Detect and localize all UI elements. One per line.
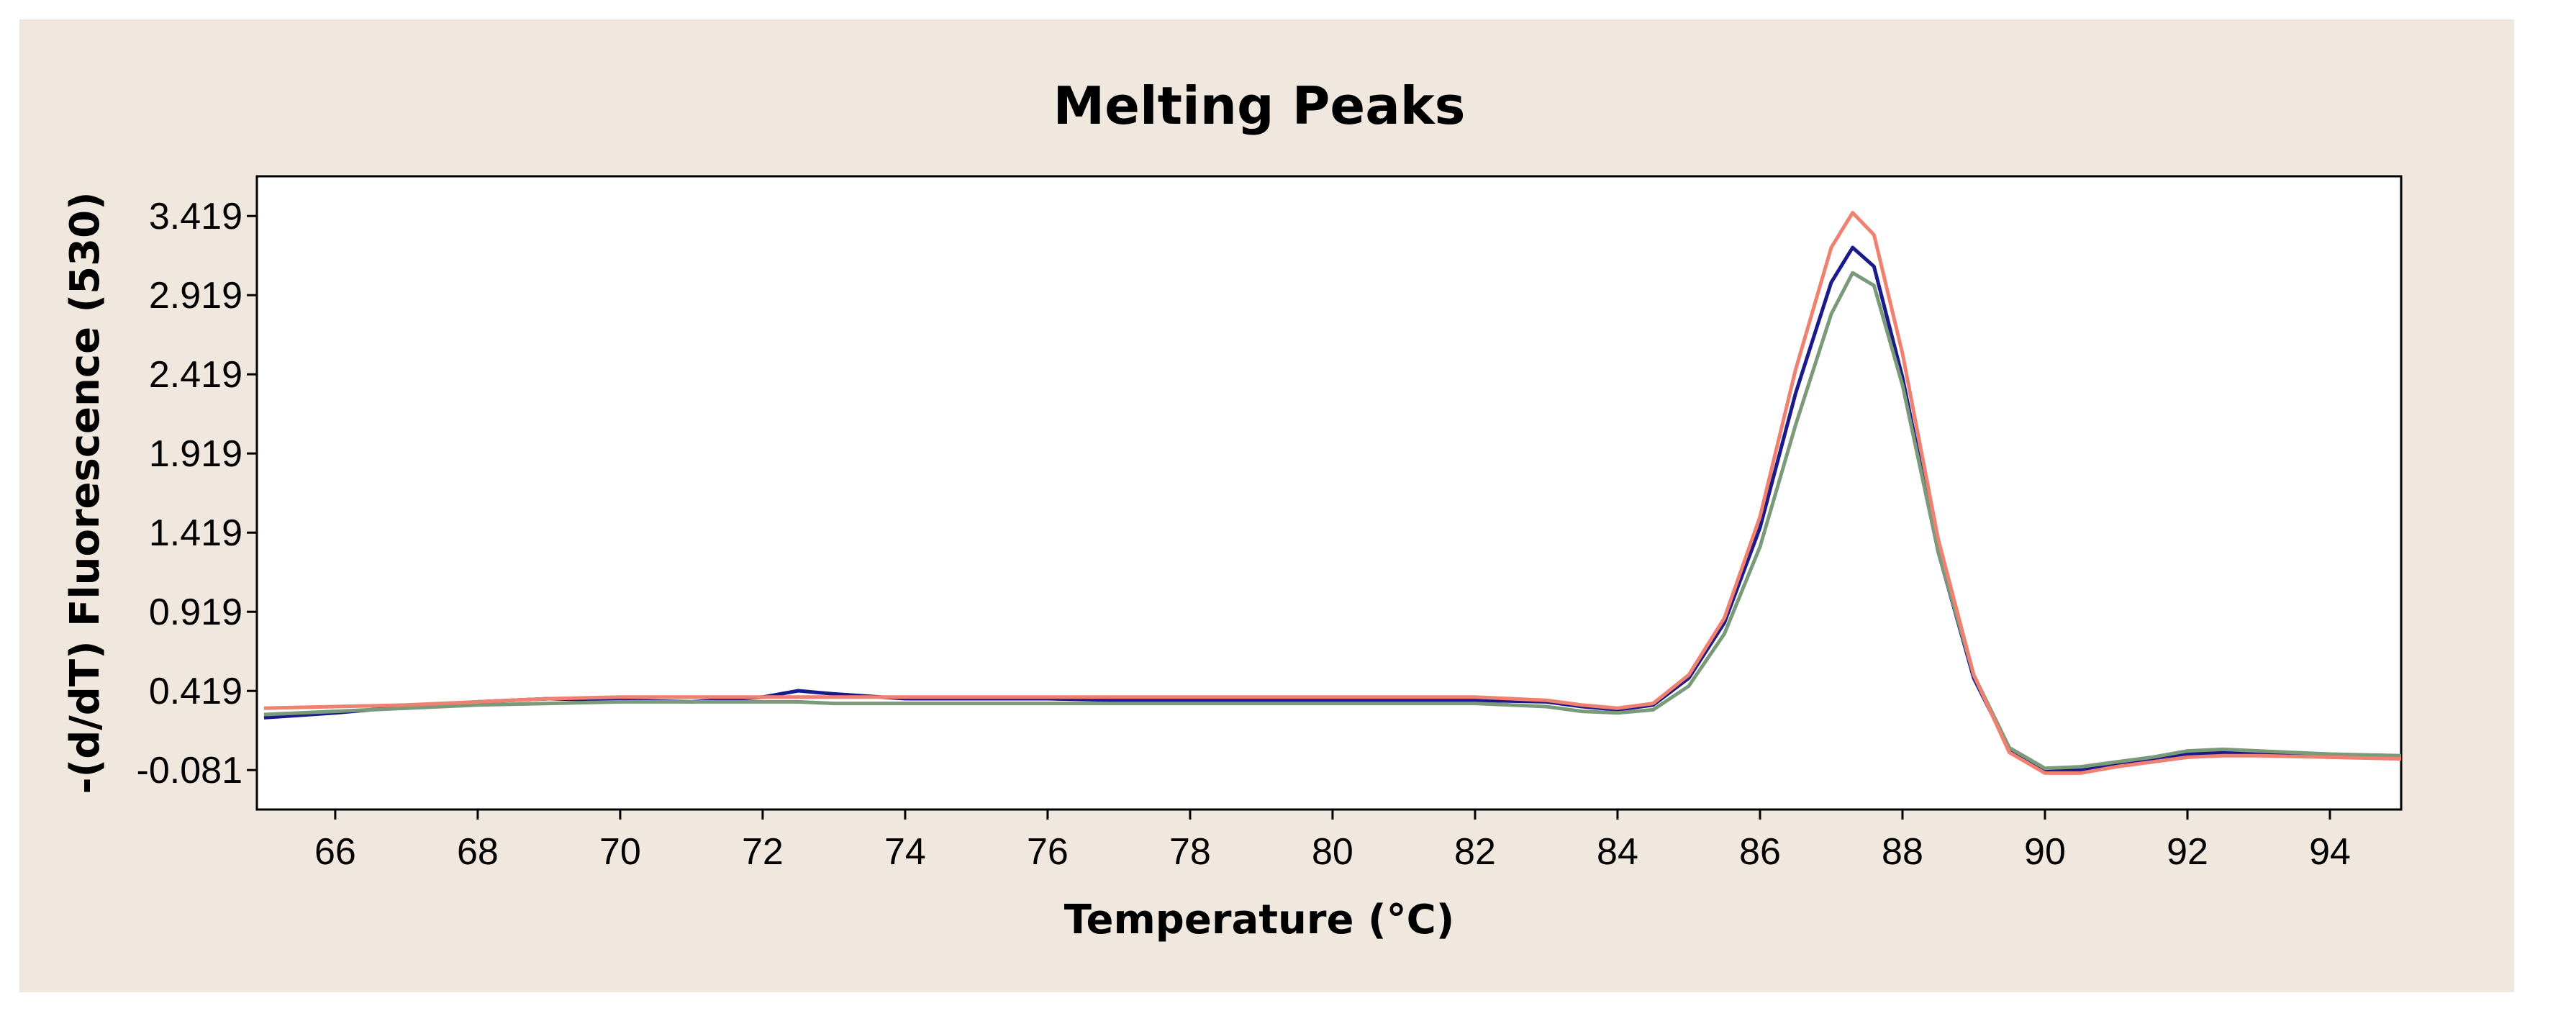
y-tick-label: 1.419 bbox=[149, 512, 242, 554]
y-tick-label: 2.919 bbox=[149, 275, 242, 317]
x-tick-label: 74 bbox=[884, 831, 926, 873]
x-tick-label: 88 bbox=[1882, 831, 1923, 873]
x-tick-label: 78 bbox=[1169, 831, 1211, 873]
series-line-2 bbox=[263, 271, 2401, 771]
x-tick-label: 82 bbox=[1454, 831, 1496, 873]
x-tick-label: 76 bbox=[1027, 831, 1069, 873]
x-tick-label: 70 bbox=[599, 831, 641, 873]
x-tick-label: 84 bbox=[1597, 831, 1638, 873]
y-axis: -0.081 0.419 0.919 1.419 1.919 2.419 2.919 3.41… bbox=[137, 196, 257, 792]
x-axis-title: Temperature (°C) bbox=[1064, 897, 1455, 943]
melting-peaks-chart: Melting Peaks 66 68 70 72 74 76 78 80 82 84 86 88 90… bbox=[62, 76, 2403, 943]
x-tick-label: 90 bbox=[2024, 831, 2066, 873]
x-axis: 66 68 70 72 74 76 78 80 82 84 86 88 90 92 94 bbox=[314, 809, 2351, 873]
chart-title: Melting Peaks bbox=[1053, 76, 1465, 136]
y-tick-label: 2.419 bbox=[149, 354, 242, 396]
x-tick-label: 92 bbox=[2167, 831, 2208, 873]
x-tick-label: 66 bbox=[314, 831, 356, 873]
plot-area bbox=[255, 175, 2403, 811]
y-tick-label: 0.419 bbox=[149, 671, 242, 712]
x-tick-label: 80 bbox=[1312, 831, 1353, 873]
x-tick-label: 72 bbox=[742, 831, 784, 873]
x-tick-label: 94 bbox=[2309, 831, 2351, 873]
y-tick-label: -0.081 bbox=[137, 750, 242, 792]
y-tick-label: 3.419 bbox=[149, 196, 242, 237]
y-tick-label: 1.919 bbox=[149, 433, 242, 475]
y-tick-label: 0.919 bbox=[149, 591, 242, 633]
series-layer bbox=[263, 211, 2401, 775]
chart-panel: Melting Peaks 66 68 70 72 74 76 78 80 82 84 86 88 90… bbox=[19, 19, 2514, 992]
x-tick-label: 68 bbox=[457, 831, 499, 873]
x-tick-label: 86 bbox=[1739, 831, 1781, 873]
y-axis-title: -(d/dT) Fluorescence (530) bbox=[62, 191, 109, 794]
series-line-3 bbox=[263, 211, 2401, 775]
